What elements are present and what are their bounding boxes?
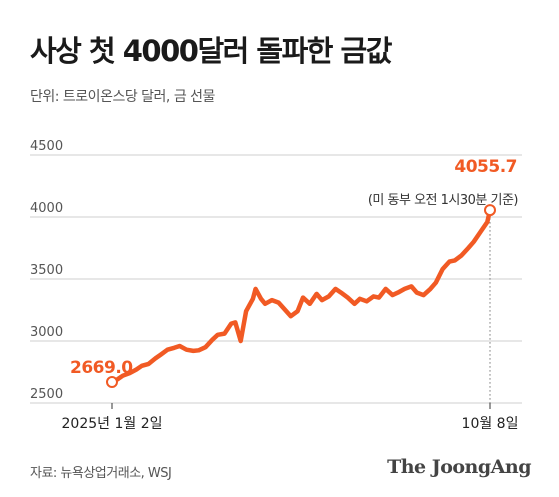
x-tick-label-0: 2025년 1월 2일 bbox=[62, 416, 163, 432]
y-tick-label-4000: 4000 bbox=[30, 201, 63, 216]
chart-title: 사상 첫 4000달러 돌파한 금값 bbox=[30, 34, 392, 68]
x-tick-label-1: 10월 8일 bbox=[462, 416, 519, 432]
start-value-label: 2669.0 bbox=[70, 358, 133, 378]
brand-logo: The JoongAng bbox=[387, 456, 531, 478]
end-value-label: 4055.7 bbox=[454, 157, 517, 177]
end-value-note: (미 동부 오전 1시30분 기준) bbox=[368, 193, 518, 208]
source-note: 자료: 뉴욕상업거래소, WSJ bbox=[30, 466, 172, 481]
start-point-marker bbox=[106, 376, 118, 389]
y-tick-label-2500: 2500 bbox=[30, 387, 63, 402]
end-point-marker bbox=[484, 204, 496, 217]
y-tick-label-3000: 3000 bbox=[30, 325, 63, 340]
series-line bbox=[109, 207, 493, 385]
unit-label: 단위: 트로이온스당 달러, 금 선물 bbox=[30, 89, 215, 105]
y-tick-label-4500: 4500 bbox=[30, 139, 63, 154]
y-tick-label-3500: 3500 bbox=[30, 263, 63, 278]
